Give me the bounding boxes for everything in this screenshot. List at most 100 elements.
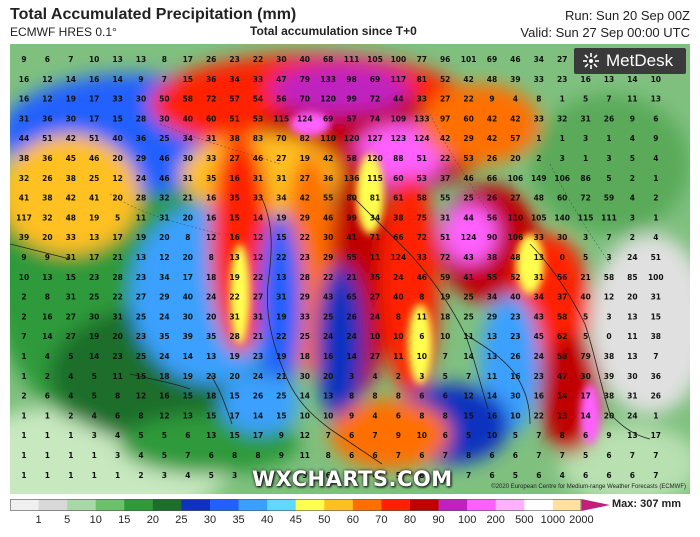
precip-value: 19 — [276, 312, 286, 321]
precip-value: 16 — [19, 95, 29, 104]
precip-value: 5 — [630, 154, 635, 163]
precip-value: 30 — [66, 114, 76, 123]
precip-values: 9 6 7 10 13 13 8 17 26 23 22 30 40 68 111 105 100 77 96 101… — [16, 55, 663, 480]
precip-value: 18 — [206, 392, 216, 401]
precip-value: 15 — [229, 431, 239, 440]
precip-value: 5 — [583, 312, 588, 321]
precip-value: 14 — [253, 213, 263, 222]
precip-value: 19 — [89, 213, 99, 222]
precip-value: 26 — [42, 174, 52, 183]
precip-value: 17 — [89, 253, 99, 262]
precip-value: 12 — [136, 392, 146, 401]
precip-value: 26 — [487, 194, 497, 203]
precip-value: 45 — [534, 332, 544, 341]
legend-label: 80 — [403, 514, 417, 526]
legend-label: 10 — [89, 514, 102, 526]
precip-value: 69 — [487, 55, 497, 64]
precip-value: 10 — [323, 411, 333, 420]
precip-value: 33 — [534, 233, 544, 242]
precip-value: 13 — [183, 411, 193, 420]
precip-value: 0 — [606, 332, 611, 341]
precip-value: 4 — [92, 411, 97, 420]
precip-field — [10, 54, 690, 494]
precip-value: 16 — [206, 213, 216, 222]
precip-value: 23 — [136, 332, 146, 341]
precip-value: 8 — [162, 55, 167, 64]
precip-value: 8 — [349, 392, 354, 401]
precip-value: 24 — [323, 332, 333, 341]
precip-value: 9 — [653, 134, 658, 143]
precip-value: 5 — [115, 213, 120, 222]
colorbar-segment — [295, 499, 325, 511]
precip-value: 72 — [580, 194, 590, 203]
metdesk-icon — [582, 52, 600, 70]
precip-value: 6 — [443, 431, 448, 440]
colorbar-segment — [324, 499, 354, 511]
precip-value: 44 — [463, 213, 473, 222]
precip-value: 46 — [463, 174, 473, 183]
precip-value: 32 — [159, 194, 169, 203]
precip-value: 22 — [440, 154, 450, 163]
precip-value: 12 — [253, 253, 263, 262]
precip-value: 4 — [372, 372, 377, 381]
precip-value: 1 — [45, 471, 50, 480]
precip-value: 5 — [68, 352, 73, 361]
precip-value: 11 — [627, 332, 637, 341]
precip-value: 7 — [185, 451, 190, 460]
precip-value: 1 — [21, 411, 26, 420]
precip-value: 6 — [185, 431, 190, 440]
precip-value: 18 — [440, 312, 450, 321]
precip-value: 30 — [183, 154, 193, 163]
precip-value: 105 — [531, 213, 547, 222]
precip-value: 26 — [510, 352, 520, 361]
legend-label: 15 — [118, 514, 131, 526]
precip-value: 5 — [443, 372, 448, 381]
precip-value: 34 — [534, 293, 544, 302]
precip-value: 120 — [367, 154, 383, 163]
precip-value: 42 — [440, 134, 450, 143]
precip-value: 1 — [583, 154, 588, 163]
legend-label: 1000 — [540, 514, 566, 526]
precip-value: 12 — [42, 75, 52, 84]
precip-value: 110 — [320, 134, 336, 143]
colorbar-segment — [38, 499, 68, 511]
precip-value: 3 — [162, 471, 167, 480]
precip-value: 7 — [443, 451, 448, 460]
precip-value: 46 — [510, 55, 520, 64]
precip-value: 21 — [580, 273, 590, 282]
precip-value: 59 — [604, 194, 614, 203]
colorbar-segment — [67, 499, 97, 511]
precip-value: 9 — [279, 451, 284, 460]
precip-value: 1 — [21, 352, 26, 361]
precip-value: 69 — [323, 114, 333, 123]
precip-value: 34 — [229, 75, 239, 84]
precip-value: 14 — [463, 352, 473, 361]
precip-value: 12 — [253, 233, 263, 242]
legend-label: 20 — [146, 514, 159, 526]
precip-value: 26 — [206, 55, 216, 64]
precip-value: 57 — [229, 95, 239, 104]
precip-value: 6 — [349, 451, 354, 460]
precip-value: 80 — [346, 194, 356, 203]
precip-value: 31 — [229, 312, 239, 321]
precip-value: 11 — [463, 332, 473, 341]
colorbar-segment — [410, 499, 440, 511]
precip-value: 4 — [115, 431, 120, 440]
precip-value: 14 — [300, 392, 310, 401]
precip-value: 22 — [276, 253, 286, 262]
accumulation-subtitle: Total accumulation since T+0 — [250, 24, 417, 38]
precip-value: 30 — [183, 312, 193, 321]
precip-value: 72 — [206, 95, 216, 104]
precip-value: 2 — [21, 293, 26, 302]
precip-value: 99 — [346, 95, 356, 104]
colorbar-segment — [467, 499, 497, 511]
precip-value: 3 — [349, 372, 354, 381]
precip-value: 14 — [253, 411, 263, 420]
legend-label: 45 — [289, 514, 302, 526]
precip-value: 1 — [560, 134, 565, 143]
legend-label: 25 — [175, 514, 188, 526]
precip-value: 23 — [136, 273, 146, 282]
precip-value: 0 — [560, 253, 565, 262]
precip-value: 124 — [297, 114, 313, 123]
colorbar-segment — [152, 499, 182, 511]
